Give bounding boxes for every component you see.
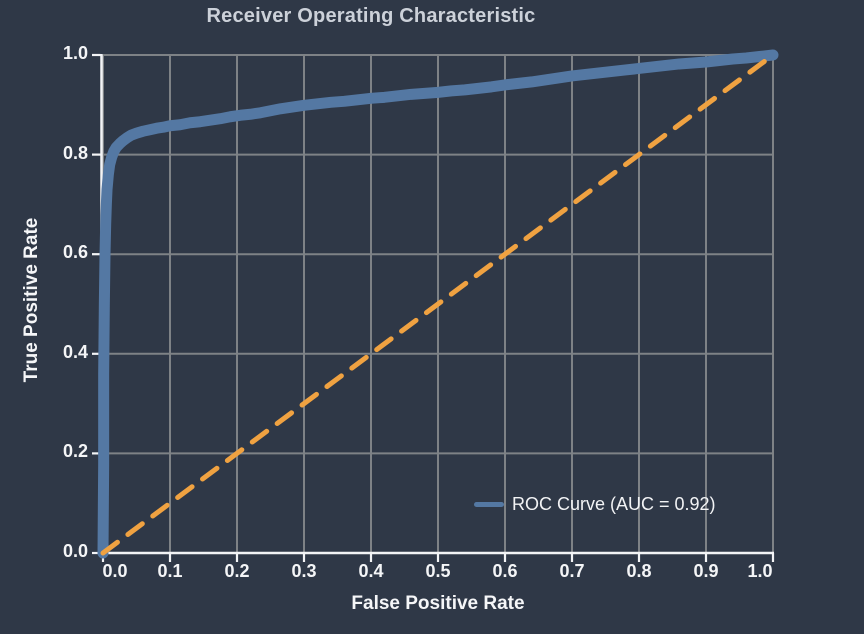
x-tick-label: 0.5 bbox=[425, 561, 451, 581]
y-tick-label: 0.2 bbox=[62, 441, 88, 462]
x-tick-label: 0.3 bbox=[291, 561, 317, 581]
x-tick-label: 0.2 bbox=[224, 561, 250, 581]
y-tick-label: 1.0 bbox=[62, 43, 88, 63]
y-tick-label: 0.6 bbox=[62, 242, 88, 263]
chance-diagonal-line bbox=[100, 52, 776, 556]
x-tick-label: 0.6 bbox=[492, 561, 518, 581]
x-tick-label: 1.0 bbox=[747, 561, 773, 581]
roc-curve-line bbox=[97, 49, 779, 559]
y-tick-label: 0.0 bbox=[62, 541, 88, 561]
y-tick-label: 0.8 bbox=[62, 142, 88, 163]
legend-line-swatch-icon bbox=[474, 502, 504, 507]
y-tick-label: 0.4 bbox=[62, 341, 88, 362]
x-axis-title: False Positive Rate bbox=[351, 593, 525, 614]
x-tick-label: 0.0 bbox=[102, 561, 128, 581]
chart-title: Receiver Operating Characteristic bbox=[206, 5, 536, 27]
x-tick-label: 0.1 bbox=[157, 561, 183, 581]
x-tick-label: 0.9 bbox=[693, 561, 719, 581]
legend-label: ROC Curve (AUC = 0.92) bbox=[512, 494, 716, 514]
x-tick-label: 0.4 bbox=[358, 561, 384, 581]
x-tick-label: 0.7 bbox=[559, 561, 585, 581]
legend: ROC Curve (AUC = 0.92) bbox=[474, 494, 716, 515]
x-tick-label: 0.8 bbox=[626, 561, 652, 581]
